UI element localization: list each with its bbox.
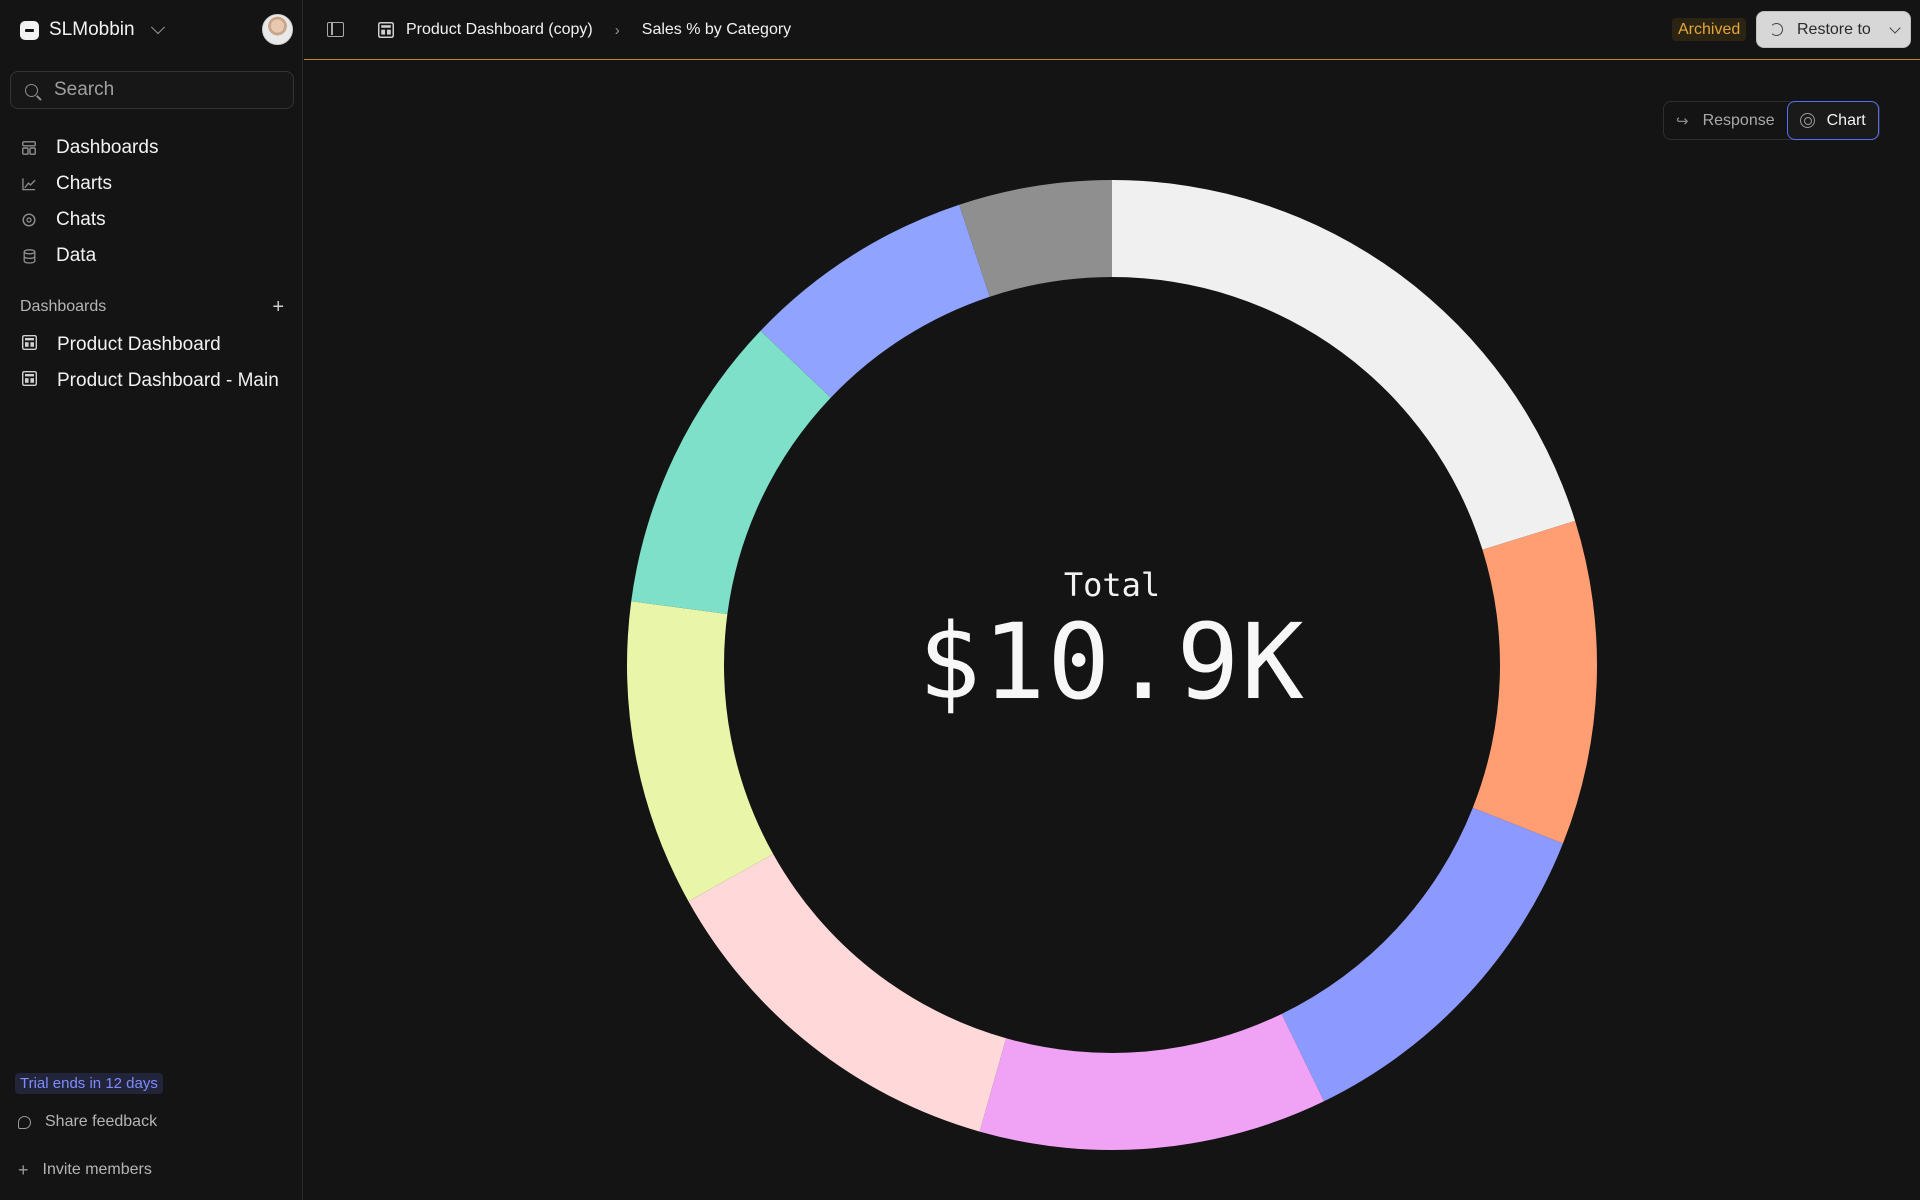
dashboard-list: Product Dashboard Product Dashboard - Ma… bbox=[0, 327, 303, 399]
donut-slice-2[interactable] bbox=[1472, 520, 1598, 844]
chart-tab[interactable]: Chart bbox=[1786, 101, 1879, 140]
breadcrumb: Product Dashboard (copy) › Sales % by Ca… bbox=[377, 18, 792, 42]
nav-label: Dashboards bbox=[56, 137, 159, 158]
donut-slice-7[interactable] bbox=[631, 330, 831, 614]
workspace-name: SLMobbin bbox=[49, 19, 135, 40]
share-feedback-button[interactable]: Share feedback bbox=[18, 1113, 157, 1131]
top-bar: Product Dashboard (copy) › Sales % by Ca… bbox=[304, 0, 1920, 60]
dashboard-grid-icon bbox=[21, 334, 38, 355]
donut-slice-1[interactable] bbox=[1112, 180, 1576, 550]
chart-icon bbox=[1799, 113, 1815, 128]
response-label: Response bbox=[1702, 111, 1775, 129]
share-feedback-label: Share feedback bbox=[45, 1113, 158, 1130]
breadcrumb-current: Sales % by Category bbox=[641, 21, 792, 38]
nav-item-data[interactable]: Data bbox=[0, 238, 303, 274]
total-label: Total bbox=[1063, 566, 1161, 604]
chart-label: Chart bbox=[1826, 111, 1866, 129]
total-value: $10.9K bbox=[918, 601, 1306, 723]
sidebar-toggle-icon[interactable] bbox=[327, 22, 344, 37]
restore-label: Restore to bbox=[1797, 20, 1871, 38]
chat-bubble-icon bbox=[18, 1115, 31, 1129]
nav-item-charts[interactable]: Charts bbox=[0, 166, 303, 202]
dashboards-section-header: Dashboards + bbox=[20, 296, 284, 318]
response-tab[interactable]: ↪ Response bbox=[1664, 102, 1787, 139]
nav-label: Charts bbox=[56, 173, 112, 194]
avatar[interactable] bbox=[262, 14, 293, 45]
nav-label: Data bbox=[56, 245, 97, 266]
workspace-switcher[interactable]: SLMobbin bbox=[20, 18, 165, 42]
database-icon bbox=[22, 248, 36, 264]
donut-slice-8[interactable] bbox=[760, 204, 990, 398]
nav-label: Chats bbox=[56, 209, 106, 230]
chat-icon bbox=[22, 213, 36, 227]
invite-members-label: Invite members bbox=[42, 1161, 152, 1178]
invite-members-button[interactable]: + Invite members bbox=[18, 1161, 152, 1179]
search-icon bbox=[25, 83, 38, 97]
dashboard-label: Product Dashboard bbox=[57, 334, 221, 355]
section-title: Dashboards bbox=[20, 298, 107, 315]
donut-slice-6[interactable] bbox=[627, 601, 774, 902]
search-input[interactable] bbox=[54, 79, 274, 101]
donut-slice-3[interactable] bbox=[1281, 807, 1563, 1102]
trial-badge[interactable]: Trial ends in 12 days bbox=[15, 1073, 163, 1094]
sidebar-item-product-dashboard-main[interactable]: Product Dashboard - Main bbox=[0, 363, 303, 399]
donut-slice-4[interactable] bbox=[979, 1013, 1325, 1150]
breadcrumb-parent[interactable]: Product Dashboard (copy) bbox=[406, 21, 593, 38]
donut-slice-5[interactable] bbox=[688, 854, 1007, 1132]
chevron-down-icon bbox=[1889, 21, 1901, 34]
donut-chart: Total $10.9K bbox=[304, 61, 1920, 1200]
chevron-down-icon bbox=[150, 20, 165, 35]
dashboard-grid-icon bbox=[21, 370, 38, 391]
dashboard-grid-icon bbox=[377, 21, 395, 39]
sidebar-item-product-dashboard[interactable]: Product Dashboard bbox=[0, 327, 303, 363]
view-toggle: ↪ Response Chart bbox=[1663, 101, 1880, 140]
search-box bbox=[10, 71, 294, 109]
dashboard-label: Product Dashboard - Main bbox=[57, 370, 279, 391]
donut-slice-9[interactable] bbox=[959, 180, 1112, 297]
add-dashboard-button[interactable]: + bbox=[272, 296, 284, 318]
archived-badge: Archived bbox=[1672, 18, 1747, 41]
chart-line-icon bbox=[22, 177, 36, 191]
restore-icon bbox=[1770, 23, 1783, 36]
nav-item-dashboards[interactable]: Dashboards bbox=[0, 130, 303, 166]
breadcrumb-separator-icon: › bbox=[614, 21, 620, 39]
corner-arrow-icon: ↪ bbox=[1676, 112, 1689, 130]
restore-button[interactable]: Restore to bbox=[1756, 11, 1911, 48]
main-nav: Dashboards Charts Chats Data bbox=[0, 130, 303, 274]
donut-chart-svg bbox=[627, 180, 1598, 1150]
plus-icon: + bbox=[18, 1160, 29, 1180]
dashboards-icon bbox=[22, 141, 36, 155]
nav-item-chats[interactable]: Chats bbox=[0, 202, 303, 238]
sidebar: SLMobbin Dashboards Charts bbox=[0, 0, 303, 1200]
workspace-logo-icon bbox=[20, 20, 39, 40]
